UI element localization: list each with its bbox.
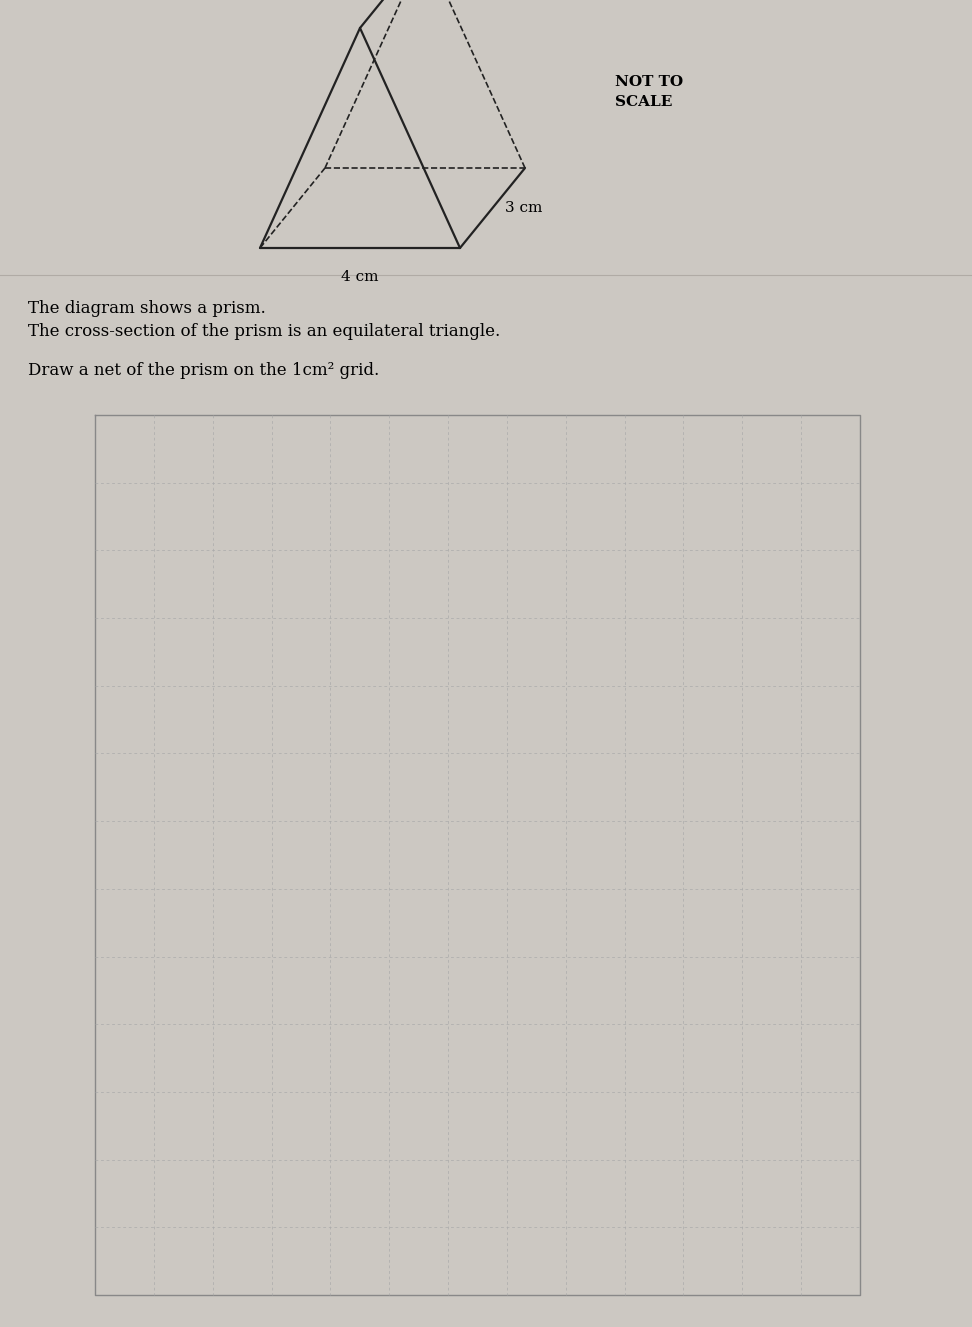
Text: 4 cm: 4 cm bbox=[341, 269, 379, 284]
Text: The cross-section of the prism is an equilateral triangle.: The cross-section of the prism is an equ… bbox=[28, 322, 501, 340]
Text: 3 cm: 3 cm bbox=[504, 200, 541, 215]
Text: Draw a net of the prism on the 1cm² grid.: Draw a net of the prism on the 1cm² grid… bbox=[28, 362, 379, 380]
Text: The diagram shows a prism.: The diagram shows a prism. bbox=[28, 300, 265, 317]
Text: NOT TO
SCALE: NOT TO SCALE bbox=[615, 76, 683, 109]
